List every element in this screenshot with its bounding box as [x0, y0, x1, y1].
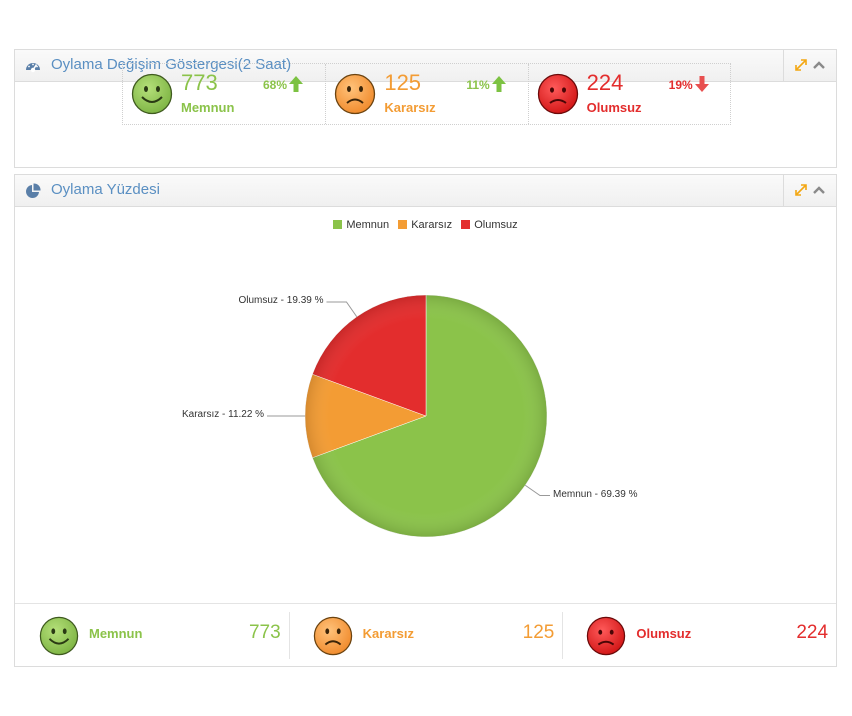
- summary-olumsuz: Olumsuz 224: [562, 604, 836, 667]
- chart-legend: Memnun Kararsız Olumsuz: [15, 219, 836, 231]
- summary-label: Memnun: [89, 626, 143, 641]
- stat-label: Kararsız: [384, 100, 436, 115]
- summary-memnun: Memnun 773: [15, 604, 289, 667]
- sad-face-icon: [313, 616, 352, 656]
- collapse-icon[interactable]: [812, 183, 826, 197]
- dashboard-icon: [26, 63, 40, 73]
- stat-value: 125: [384, 70, 422, 95]
- panel-title: Oylama Değişim Göstergesi(2 Saat): [51, 56, 292, 73]
- angry-face-icon: [537, 73, 578, 115]
- panel-tools: [783, 50, 836, 81]
- summary-value: 125: [522, 622, 555, 643]
- stat-memnun: 773 Memnun 68%: [123, 64, 325, 124]
- pie-chart: [267, 294, 550, 538]
- arrow-up-icon: [289, 76, 303, 92]
- stat-boxes: 773 Memnun 68% 125 Kararsız 11%: [122, 63, 731, 125]
- summary-bar: Memnun 773 Kararsız 125 Olumsuz 224: [15, 603, 836, 667]
- pie-chart-icon: [26, 183, 41, 198]
- stat-kararsiz: 125 Kararsız 11%: [325, 64, 527, 124]
- stat-label: Memnun: [181, 100, 235, 115]
- angry-face-icon: [587, 616, 626, 656]
- stat-percent: 68%: [263, 78, 288, 92]
- summary-label: Olumsuz: [636, 626, 692, 641]
- panel-title: Oylama Yüzdesi: [51, 181, 160, 198]
- legend-item[interactable]: Kararsız: [398, 219, 452, 231]
- summary-label: Kararsız: [362, 626, 414, 641]
- vote-percent-panel: Oylama Yüzdesi Memnun Kararsız Olumsuz M…: [14, 174, 837, 667]
- pie-leader-line: [524, 484, 550, 497]
- pie-leader-line: [326, 301, 358, 318]
- stat-value: 773: [181, 70, 218, 95]
- arrow-down-icon: [694, 76, 709, 92]
- vote-change-panel: Oylama Değişim Göstergesi(2 Saat) 773 Me…: [14, 49, 837, 168]
- stat-value: 224: [586, 70, 624, 95]
- panel-tools: [783, 175, 836, 206]
- summary-value: 224: [796, 622, 829, 643]
- stat-percent: 19%: [668, 78, 693, 92]
- legend-item[interactable]: Memnun: [333, 219, 389, 231]
- expand-icon[interactable]: [794, 58, 808, 72]
- pie-label-kararsiz: Kararsız - 11.22 %: [182, 409, 265, 420]
- pie-label-olumsuz: Olumsuz - 19.39 %: [238, 295, 324, 306]
- arrow-up-icon: [492, 76, 507, 92]
- panel-header: Oylama Yüzdesi: [15, 175, 836, 207]
- stat-olumsuz: 224 Olumsuz 19%: [527, 64, 730, 124]
- happy-face-icon: [39, 616, 79, 656]
- sad-face-icon: [335, 73, 376, 115]
- stat-percent: 11%: [466, 78, 490, 92]
- summary-value: 773: [248, 622, 281, 643]
- summary-kararsiz: Kararsız 125: [288, 604, 563, 667]
- expand-icon[interactable]: [794, 183, 808, 197]
- collapse-icon[interactable]: [812, 58, 826, 72]
- stat-label: Olumsuz: [586, 100, 642, 115]
- happy-face-icon: [131, 73, 173, 115]
- legend-item[interactable]: Olumsuz: [461, 219, 518, 231]
- pie-label-memnun: Memnun - 69.39 %: [552, 488, 638, 500]
